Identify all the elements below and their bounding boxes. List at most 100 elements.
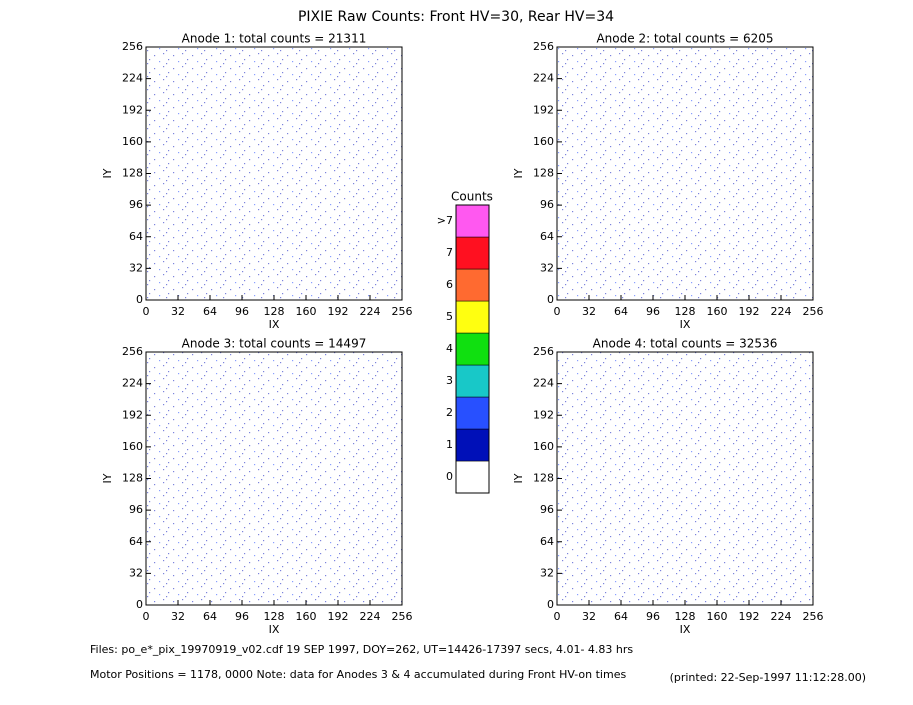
- y-tick-label: 0: [136, 293, 143, 306]
- y-tick-label: 160: [533, 135, 554, 148]
- x-tick-label: 0: [554, 305, 561, 318]
- x-tick-label: 96: [235, 610, 249, 623]
- x-tick-label: 192: [739, 305, 760, 318]
- x-axis-label: IX: [269, 623, 280, 636]
- y-tick-label: 64: [129, 230, 143, 243]
- x-tick-label: 160: [296, 305, 317, 318]
- x-tick-label: 128: [675, 305, 696, 318]
- y-tick-label: 160: [122, 135, 143, 148]
- x-tick-label: 160: [296, 610, 317, 623]
- x-tick-label: 192: [739, 610, 760, 623]
- y-tick-label: 32: [540, 566, 554, 579]
- x-tick-label: 256: [392, 610, 413, 623]
- y-tick-label: 224: [533, 377, 554, 390]
- plot-texture: [146, 352, 402, 605]
- x-tick-label: 64: [614, 610, 628, 623]
- y-tick-label: 64: [540, 535, 554, 548]
- x-tick-label: 160: [707, 305, 728, 318]
- colorbar-title: Counts: [451, 190, 493, 204]
- x-tick-label: 0: [143, 610, 150, 623]
- panel-title: Anode 4: total counts = 32536: [593, 337, 778, 351]
- y-tick-label: 224: [533, 72, 554, 85]
- x-tick-label: 128: [264, 610, 285, 623]
- x-tick-label: 128: [675, 610, 696, 623]
- x-tick-label: 256: [803, 305, 824, 318]
- x-tick-label: 64: [203, 305, 217, 318]
- colorbar-label: 5: [446, 310, 453, 323]
- y-tick-label: 0: [136, 598, 143, 611]
- x-tick-label: 224: [771, 305, 792, 318]
- x-tick-label: 32: [582, 305, 596, 318]
- y-tick-label: 160: [122, 440, 143, 453]
- x-tick-label: 0: [554, 610, 561, 623]
- y-tick-label: 128: [533, 472, 554, 485]
- colorbar-cell: [455, 300, 490, 334]
- colorbar-frame: [455, 204, 490, 494]
- x-tick-label: 160: [707, 610, 728, 623]
- y-tick-label: 64: [540, 230, 554, 243]
- colorbar-label: >7: [437, 214, 453, 227]
- panel-title: Anode 3: total counts = 14497: [182, 337, 367, 351]
- x-axis-label: IX: [269, 318, 280, 331]
- y-tick-label: 256: [533, 345, 554, 358]
- y-axis-label: IY: [101, 168, 114, 178]
- y-tick-label: 192: [122, 103, 143, 116]
- y-tick-label: 96: [129, 198, 143, 211]
- colorbar-label: 1: [446, 438, 453, 451]
- y-tick-label: 224: [122, 377, 143, 390]
- y-tick-label: 192: [533, 408, 554, 421]
- colorbar-label: 2: [446, 406, 453, 419]
- y-tick-label: 32: [129, 566, 143, 579]
- x-tick-label: 64: [614, 305, 628, 318]
- y-tick-label: 96: [129, 503, 143, 516]
- x-axis-label: IX: [680, 623, 691, 636]
- footer-printed: (printed: 22-Sep-1997 11:12:28.00): [670, 671, 866, 684]
- footer-files: Files: po_e*_pix_19970919_v02.cdf 19 SEP…: [90, 643, 633, 656]
- x-tick-label: 64: [203, 610, 217, 623]
- plot-texture: [557, 47, 813, 300]
- colorbar-cell: [455, 460, 490, 494]
- colorbar-label: 3: [446, 374, 453, 387]
- plot-texture: [146, 47, 402, 300]
- colorbar-cell: [455, 268, 490, 302]
- colorbar-label: 4: [446, 342, 453, 355]
- colorbar-cell: [455, 332, 490, 366]
- panel-title: Anode 2: total counts = 6205: [596, 32, 773, 46]
- y-tick-label: 64: [129, 535, 143, 548]
- x-tick-label: 32: [582, 610, 596, 623]
- x-tick-label: 256: [392, 305, 413, 318]
- colorbar-cell: [455, 364, 490, 398]
- x-tick-label: 224: [360, 610, 381, 623]
- x-tick-label: 256: [803, 610, 824, 623]
- y-tick-label: 32: [129, 261, 143, 274]
- y-tick-label: 32: [540, 261, 554, 274]
- x-tick-label: 128: [264, 305, 285, 318]
- colorbar-label: 7: [446, 246, 453, 259]
- y-axis-label: IY: [512, 473, 525, 483]
- x-tick-label: 192: [328, 305, 349, 318]
- x-tick-label: 224: [360, 305, 381, 318]
- y-axis-label: IY: [101, 473, 114, 483]
- y-tick-label: 128: [533, 167, 554, 180]
- y-tick-label: 0: [547, 598, 554, 611]
- colorbar-cell: [455, 428, 490, 462]
- y-tick-label: 192: [122, 408, 143, 421]
- y-tick-label: 256: [122, 345, 143, 358]
- page-title: PIXIE Raw Counts: Front HV=30, Rear HV=3…: [298, 9, 614, 25]
- y-tick-label: 192: [533, 103, 554, 116]
- panel-title: Anode 1: total counts = 21311: [182, 32, 367, 46]
- x-tick-label: 32: [171, 305, 185, 318]
- x-tick-label: 32: [171, 610, 185, 623]
- y-tick-label: 224: [122, 72, 143, 85]
- plot-texture: [557, 352, 813, 605]
- colorbar-label: 6: [446, 278, 453, 291]
- colorbar-cell: [455, 236, 490, 270]
- x-tick-label: 0: [143, 305, 150, 318]
- x-tick-label: 192: [328, 610, 349, 623]
- colorbar-label: 0: [446, 470, 453, 483]
- y-tick-label: 128: [122, 472, 143, 485]
- y-tick-label: 0: [547, 293, 554, 306]
- y-tick-label: 256: [533, 40, 554, 53]
- y-tick-label: 96: [540, 503, 554, 516]
